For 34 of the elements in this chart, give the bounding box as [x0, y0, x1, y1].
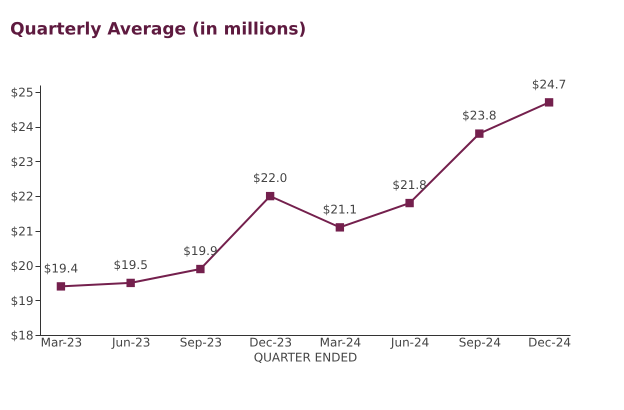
data-label: $22.0: [252, 171, 288, 186]
x-tick-label: Mar-24: [320, 336, 362, 350]
y-tick-label: $23: [10, 154, 34, 169]
data-label: $21.1: [322, 202, 358, 216]
x-tick-label: Dec-24: [528, 336, 571, 350]
point: [196, 264, 205, 274]
point: [56, 282, 66, 291]
x-tick-label: Mar-23: [40, 336, 82, 350]
data-label: $19.4: [44, 261, 78, 276]
data-label: $24.7: [532, 77, 566, 92]
y-tick-label: $24: [10, 120, 34, 134]
x-tick-label: Jun-23: [110, 336, 150, 350]
x-axis-title: QUARTER ENDED: [254, 350, 358, 364]
data-label: $21.8: [392, 178, 427, 192]
x-tick-label: Sep-24: [458, 336, 501, 350]
chart-title: Quarterly Average (in millions): [10, 19, 306, 40]
y-tick-label: $19: [10, 294, 34, 308]
y-tick-label: $20: [10, 259, 34, 274]
x-tick-label: Jun-24: [390, 336, 430, 350]
point: [544, 98, 554, 107]
point: [126, 278, 135, 288]
y-tick-label: $22: [10, 190, 34, 204]
y-tick-label: $18: [10, 328, 34, 342]
x-tick-label: Dec-23: [249, 336, 292, 350]
y-tick-label: $21: [10, 224, 34, 238]
x-tick-label: Sep-23: [180, 336, 222, 350]
data-label: $23.8: [462, 108, 497, 123]
point: [475, 129, 484, 138]
data-label: $19.9: [183, 244, 218, 258]
y-tick-label: $25: [10, 85, 34, 100]
point: [405, 198, 414, 208]
point: [336, 223, 344, 232]
point: [266, 192, 274, 200]
data-label: $19.5: [113, 258, 148, 272]
